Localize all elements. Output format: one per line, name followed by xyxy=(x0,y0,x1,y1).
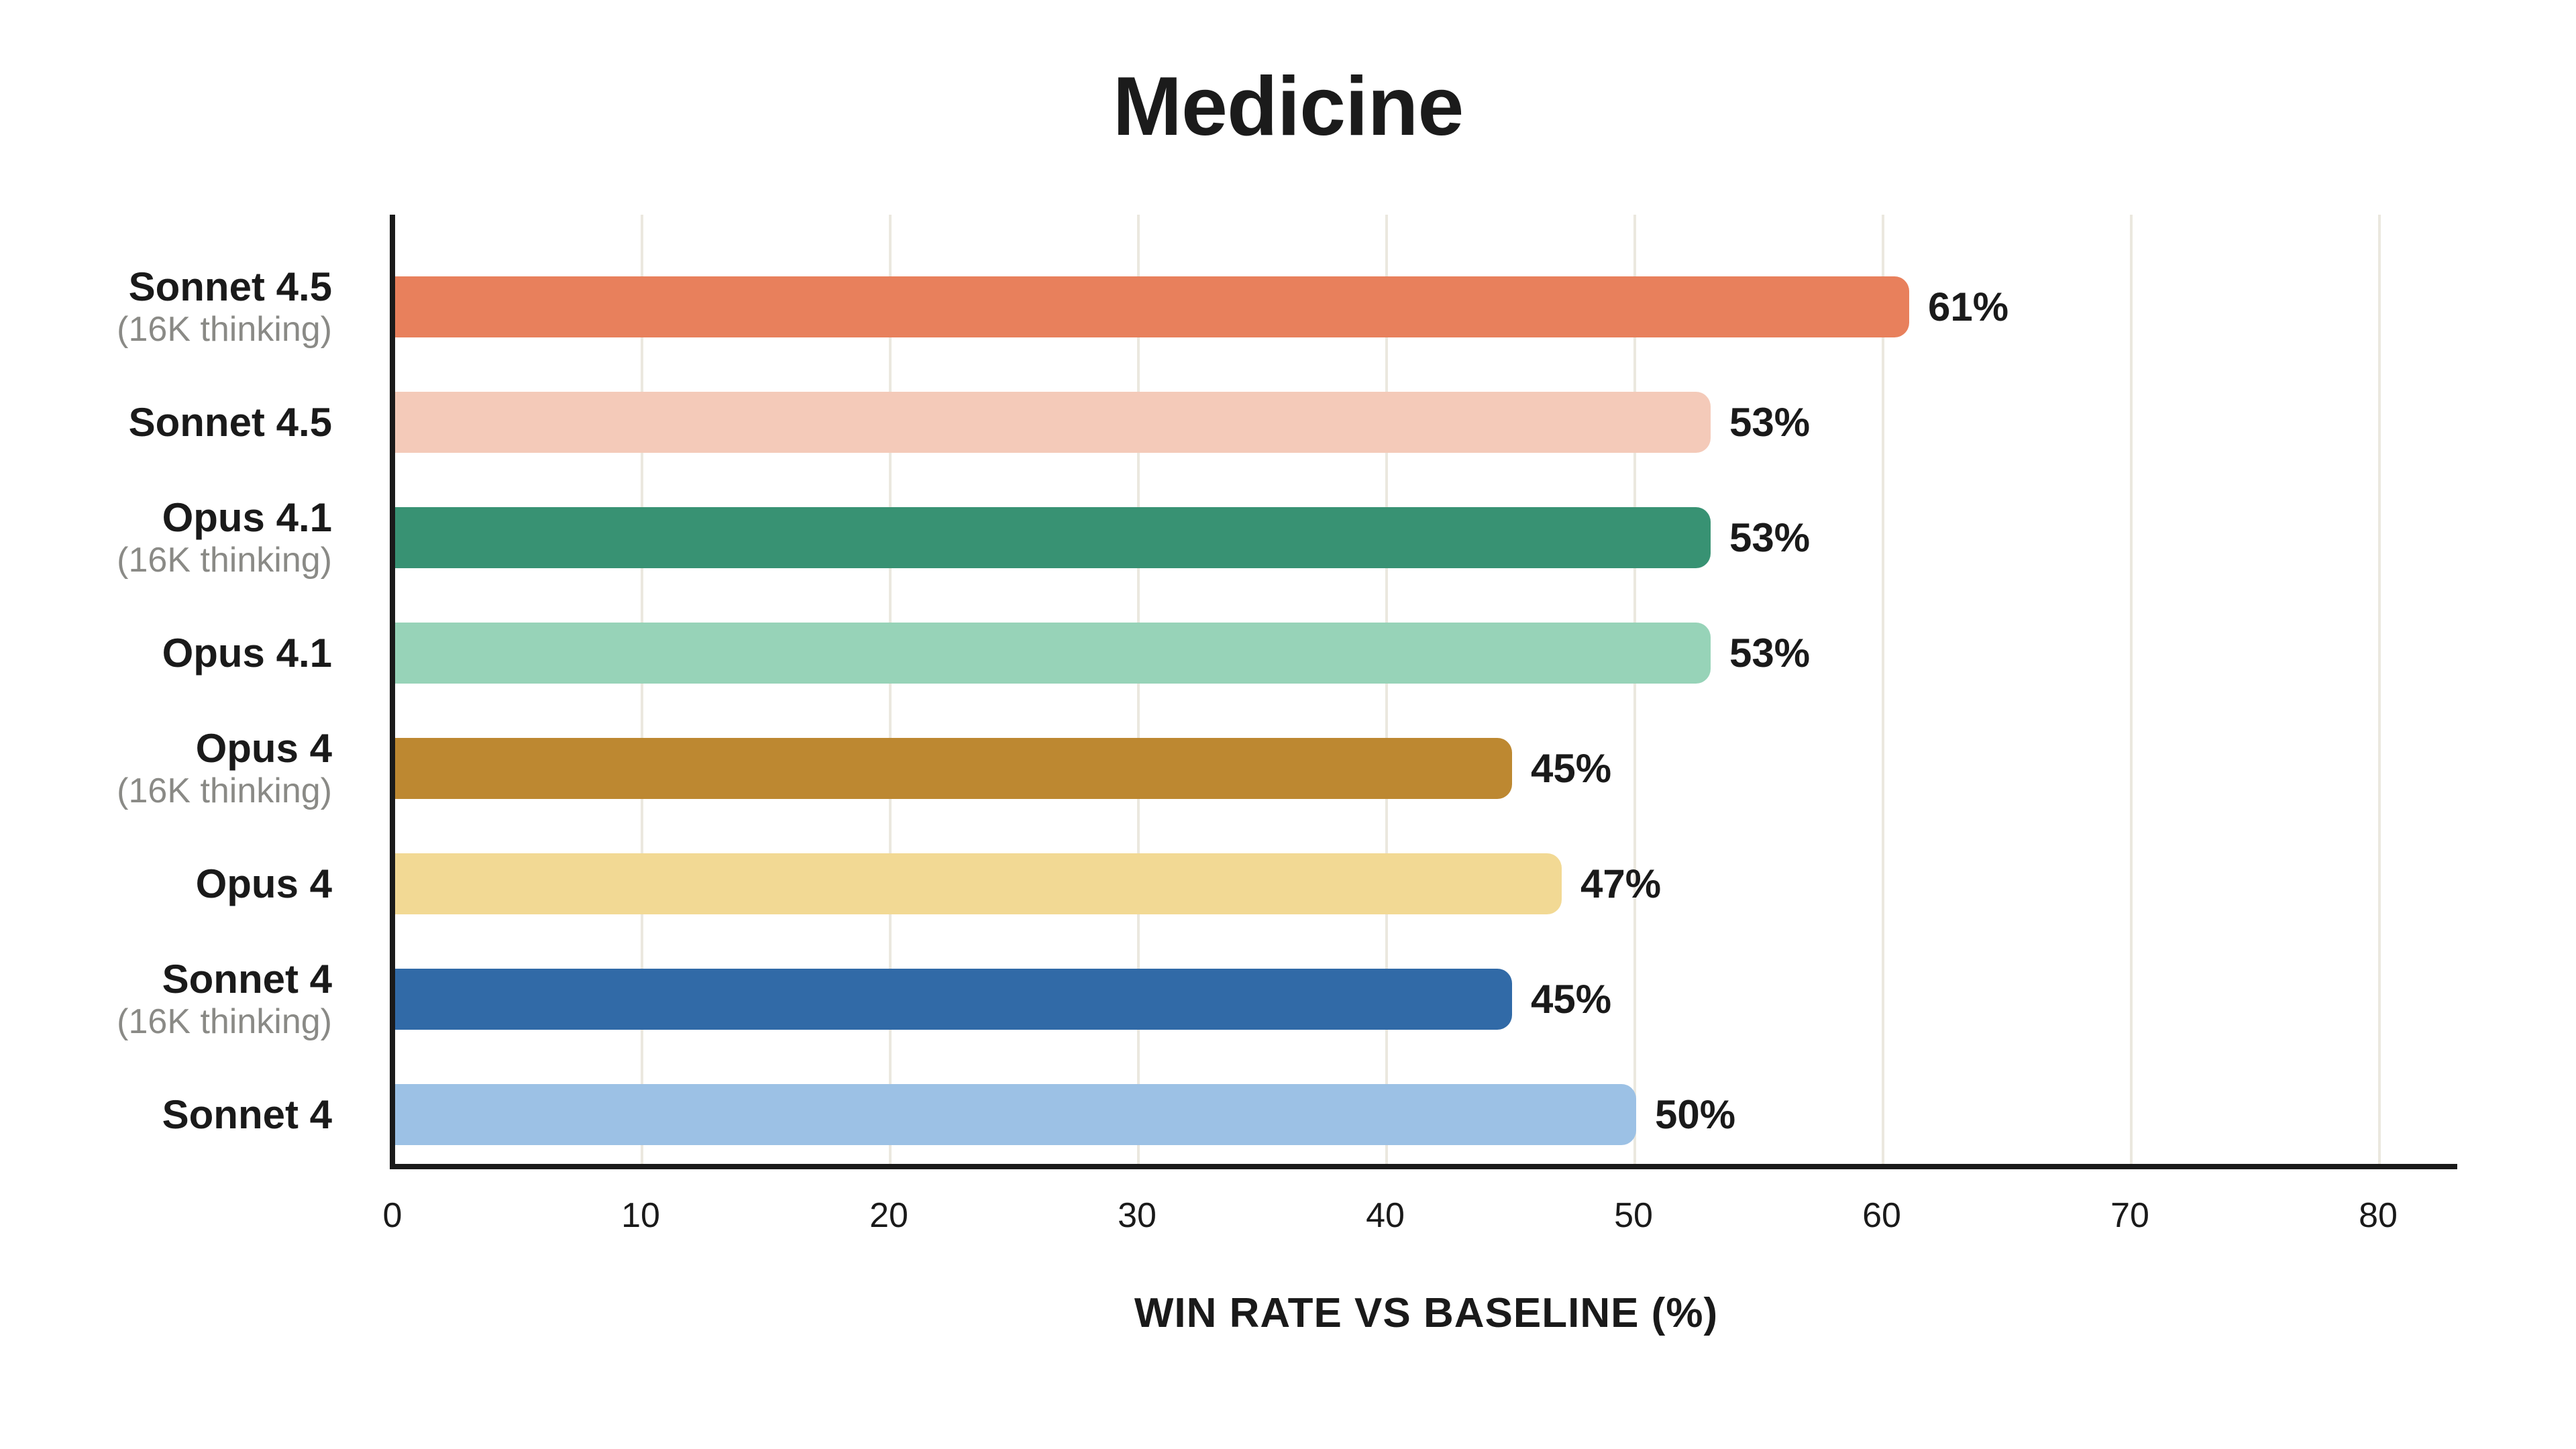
bar-value-label: 45% xyxy=(1531,746,1612,791)
gridline-x-40 xyxy=(1385,215,1388,1164)
category-label: Sonnet 4 (16K thinking) xyxy=(117,957,332,1042)
category-label-sub: (16K thinking) xyxy=(117,771,332,810)
category-label-sub: (16K thinking) xyxy=(117,1002,332,1041)
bar xyxy=(395,853,1562,914)
bar xyxy=(395,623,1711,684)
category-label-main: Opus 4.1 xyxy=(162,494,332,540)
x-tick-label: 70 xyxy=(2110,1196,2149,1235)
category-label: Opus 4 (16K thinking) xyxy=(117,725,332,811)
bar-value-label: 47% xyxy=(1580,861,1662,906)
bar-value-label: 45% xyxy=(1531,977,1612,1022)
category-label-sub: (16K thinking) xyxy=(117,309,332,349)
x-tick-label: 60 xyxy=(1862,1196,1901,1235)
gridline-x-10 xyxy=(641,215,643,1164)
bar-value-label: 53% xyxy=(1729,515,1811,560)
category-label: Opus 4.1 xyxy=(162,631,332,676)
bar xyxy=(395,738,1512,799)
category-label: Sonnet 4 xyxy=(162,1091,332,1137)
gridline-x-50 xyxy=(1633,215,1636,1164)
category-label: Opus 4.1 (16K thinking) xyxy=(117,494,332,580)
bar xyxy=(395,1084,1636,1145)
category-label-main: Sonnet 4 xyxy=(162,1091,332,1137)
y-axis-spine xyxy=(390,215,395,1169)
bar-value-label: 50% xyxy=(1655,1092,1736,1137)
x-tick-label: 80 xyxy=(2359,1196,2398,1235)
x-tick-label: 50 xyxy=(1614,1196,1653,1235)
bar-value-label: 61% xyxy=(1928,284,2009,329)
category-label-main: Opus 4 xyxy=(195,725,332,771)
bar xyxy=(395,507,1711,568)
gridline-x-80 xyxy=(2378,215,2381,1164)
category-label-main: Opus 4 xyxy=(195,861,332,906)
category-label-main: Opus 4.1 xyxy=(162,630,332,676)
category-label: Sonnet 4.5 (16K thinking) xyxy=(117,264,332,350)
category-label-main: Sonnet 4.5 xyxy=(128,264,332,309)
bar-value-label: 53% xyxy=(1729,631,1811,676)
bar xyxy=(395,392,1711,453)
gridline-x-20 xyxy=(889,215,892,1164)
x-tick-label: 40 xyxy=(1366,1196,1405,1235)
bar xyxy=(395,276,1909,337)
bar-value-label: 53% xyxy=(1729,400,1811,445)
category-label-main: Sonnet 4 xyxy=(162,956,332,1002)
x-tick-label: 20 xyxy=(869,1196,908,1235)
x-tick-label: 0 xyxy=(382,1196,402,1235)
category-label-main: Sonnet 4.5 xyxy=(128,399,332,445)
gridline-x-60 xyxy=(1882,215,1884,1164)
plot-area: 61% 53% 53% 53% 45% 47% 45% 50% xyxy=(395,215,2457,1164)
gridline-x-30 xyxy=(1137,215,1140,1164)
x-axis-title: WIN RATE VS BASELINE (%) xyxy=(1134,1290,1719,1336)
category-label-sub: (16K thinking) xyxy=(117,540,332,580)
gridline-x-70 xyxy=(2130,215,2133,1164)
x-tick-label: 10 xyxy=(621,1196,660,1235)
chart-title: Medicine xyxy=(1112,60,1464,153)
category-label: Opus 4 xyxy=(195,861,332,906)
x-axis-spine xyxy=(390,1164,2457,1169)
x-tick-label: 30 xyxy=(1118,1196,1157,1235)
bar xyxy=(395,969,1512,1030)
category-label: Sonnet 4.5 xyxy=(129,400,332,445)
